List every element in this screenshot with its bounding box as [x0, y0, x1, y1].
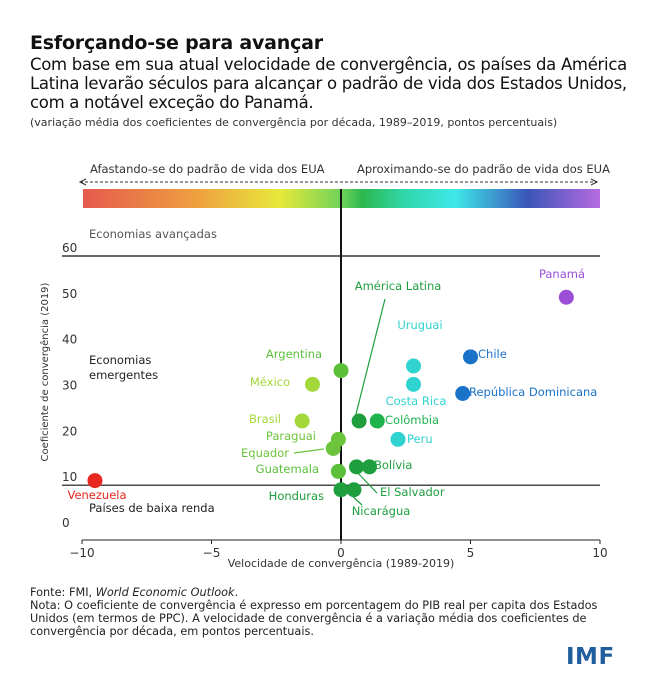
y-tick-label: 10	[62, 470, 77, 484]
point-bolivia	[361, 459, 377, 475]
chart-footer: Fonte: FMI, World Economic Outlook. Nota…	[30, 586, 620, 638]
x-tick-label: −5	[203, 546, 221, 560]
source-suffix: .	[234, 586, 239, 599]
arrow-right-label: Aproximando-se do padrão de vida dos EUA	[357, 162, 610, 176]
y-tick-label: 60	[62, 241, 77, 255]
point-peru	[390, 431, 406, 447]
label-bolivia: Bolívia	[374, 458, 412, 472]
label-uruguai: Uruguai	[397, 318, 442, 332]
point-america-latina	[351, 413, 367, 429]
y-axis-label: Coeficiente de convergência (2019)	[39, 282, 51, 461]
label-honduras: Honduras	[269, 489, 324, 503]
label-brasil: Brasil	[249, 412, 281, 426]
label-argentina: Argentina	[266, 347, 322, 361]
label-colombia: Colômbia	[385, 413, 439, 427]
y-tick-label: 20	[62, 424, 77, 438]
x-tick-label: 10	[592, 546, 607, 560]
point-el-salvador	[349, 459, 365, 475]
zone-label-emergentes-2: emergentes	[89, 368, 158, 382]
x-tick-label: 5	[467, 546, 475, 560]
y-tick-label: 50	[62, 287, 77, 301]
point-brasil	[294, 413, 310, 429]
label-el-salvador: El Salvador	[380, 485, 445, 499]
point-republica-dominicana	[455, 386, 471, 401]
zone-label-emergentes: Economias	[89, 353, 151, 367]
point-panama	[558, 289, 574, 305]
point-guatemala	[330, 463, 346, 479]
point-colombia	[369, 413, 385, 429]
label-paraguai: Paraguai	[266, 429, 316, 443]
label-peru: Peru	[407, 432, 433, 446]
point-costa-rica	[406, 376, 422, 392]
label-guatemala: Guatemala	[256, 462, 319, 476]
leader-line-america-latina	[354, 298, 386, 419]
x-tick-label: 0	[337, 546, 345, 560]
axes-layer: 0 10 20 30 40 50 60 −10 −5 0 5 10 Velocidade de conv…	[39, 189, 608, 570]
label-mexico: México	[250, 375, 290, 389]
label-venezuela: Venezuela	[67, 488, 126, 502]
points-layer	[87, 289, 574, 498]
label-chile: Chile	[478, 347, 507, 361]
label-panama: Panamá	[539, 267, 585, 281]
label-costa-rica: Costa Rica	[386, 394, 447, 408]
chart-subtitle: Com base em sua atual velocidade de conv…	[30, 55, 627, 112]
source-title: World Economic Outlook	[95, 586, 235, 599]
source-line: Fonte: FMI, World Economic Outlook.	[30, 586, 620, 599]
point-nicaragua	[346, 482, 362, 498]
grid-layer	[62, 255, 600, 486]
point-honduras	[333, 482, 349, 498]
source-prefix: Fonte: FMI,	[30, 586, 96, 599]
note-line: Nota: O coeficiente de convergência é ex…	[30, 599, 598, 638]
point-argentina	[333, 363, 349, 379]
point-mexico	[305, 376, 321, 392]
zone-label: Economias avançadas	[89, 227, 217, 241]
point-uruguai	[406, 358, 422, 374]
zone-label: Países de baixa renda	[89, 501, 215, 515]
point-paraguai	[330, 431, 346, 447]
chart-units-note: (variação média dos coeficientes de conv…	[30, 116, 558, 129]
imf-logo: IMF	[566, 644, 615, 670]
y-tick-label: 0	[62, 516, 70, 530]
chart-title: Esforçando-se para avançar	[30, 32, 323, 54]
label-nicaragua: Nicarágua	[352, 504, 411, 518]
x-axis-label: Velocidade de convergência (1989-2019)	[228, 557, 455, 570]
y-tick-label: 40	[62, 333, 77, 347]
label-equador: Equador	[241, 446, 289, 460]
y-tick-label: 30	[62, 379, 77, 393]
point-venezuela	[87, 473, 103, 489]
label-republica-dominicana: República Dominicana	[469, 385, 597, 399]
label-america-latina: América Latina	[355, 279, 442, 293]
point-chile	[463, 349, 478, 365]
leader-line-equador	[293, 448, 325, 454]
x-tick-label: −10	[69, 546, 94, 560]
arrow-left-label: Afastando-se do padrão de vida dos EUA	[90, 162, 325, 176]
